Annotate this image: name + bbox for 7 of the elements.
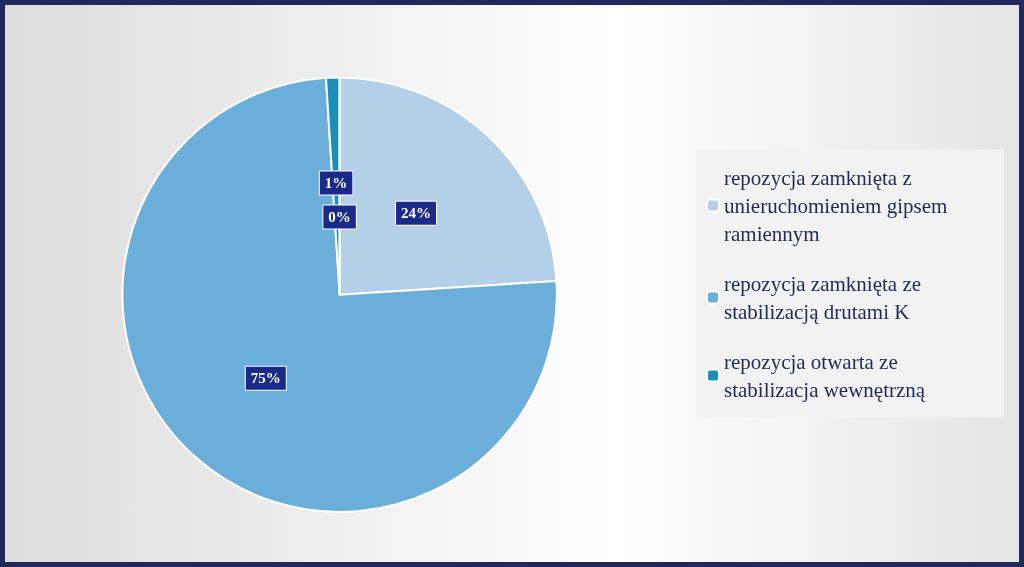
legend-label: repozycja otwarta ze stabilizacja wewnętrzną (724, 349, 926, 402)
data-label: 24% (401, 205, 432, 222)
legend-label: repozycja zamknięta z unieruchomieniem gipsem ramiennym (724, 165, 953, 246)
text: 0% (328, 209, 351, 226)
data-label: 75% (250, 370, 281, 387)
legend-label: repozycja zamknięta ze stabilizacją drutami K (724, 271, 927, 324)
data-label: 1% (324, 175, 348, 192)
